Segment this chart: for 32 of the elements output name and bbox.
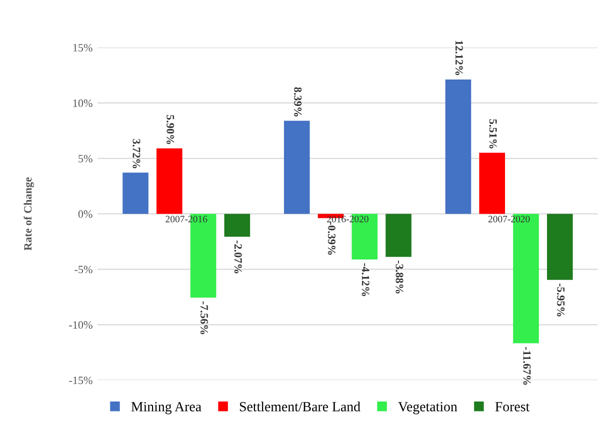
y-tick-label: 0% [78, 210, 92, 218]
y-tick-label: -10% [69, 321, 92, 329]
bar [546, 214, 573, 280]
bar [122, 172, 148, 214]
legend-label: Vegetation [398, 402, 458, 414]
data-label: 3.72% [132, 139, 140, 168]
data-label: -4.12% [362, 263, 370, 296]
bar [224, 214, 250, 237]
bar [386, 214, 412, 257]
data-label: -11.67% [523, 346, 531, 385]
data-label: -7.56% [200, 301, 208, 334]
bar [445, 79, 472, 214]
data-label: -0.39% [328, 222, 336, 255]
data-label: -3.88% [396, 260, 404, 294]
y-tick-label: -15% [69, 376, 92, 384]
data-label: -5.95% [557, 284, 565, 316]
legend-label: Settlement/Bare Land [240, 402, 360, 412]
bar [156, 148, 182, 214]
data-label: 5.90% [166, 114, 174, 144]
y-tick-label: 10% [73, 99, 92, 107]
y-tick-label: 15% [73, 44, 92, 52]
bar [284, 120, 310, 214]
legend-label: Mining Area [131, 402, 202, 414]
data-label: 5.51% [489, 119, 497, 148]
y-axis-title: Rate of Change [24, 177, 34, 250]
data-label: 8.39% [294, 87, 302, 116]
y-tick-label: 5% [78, 154, 92, 162]
bar [479, 152, 506, 214]
data-label: 12.12% [455, 40, 463, 76]
y-tick-label: -5% [74, 266, 92, 274]
data-label: -2.07% [234, 240, 242, 274]
legend-label: Forest [495, 402, 530, 412]
